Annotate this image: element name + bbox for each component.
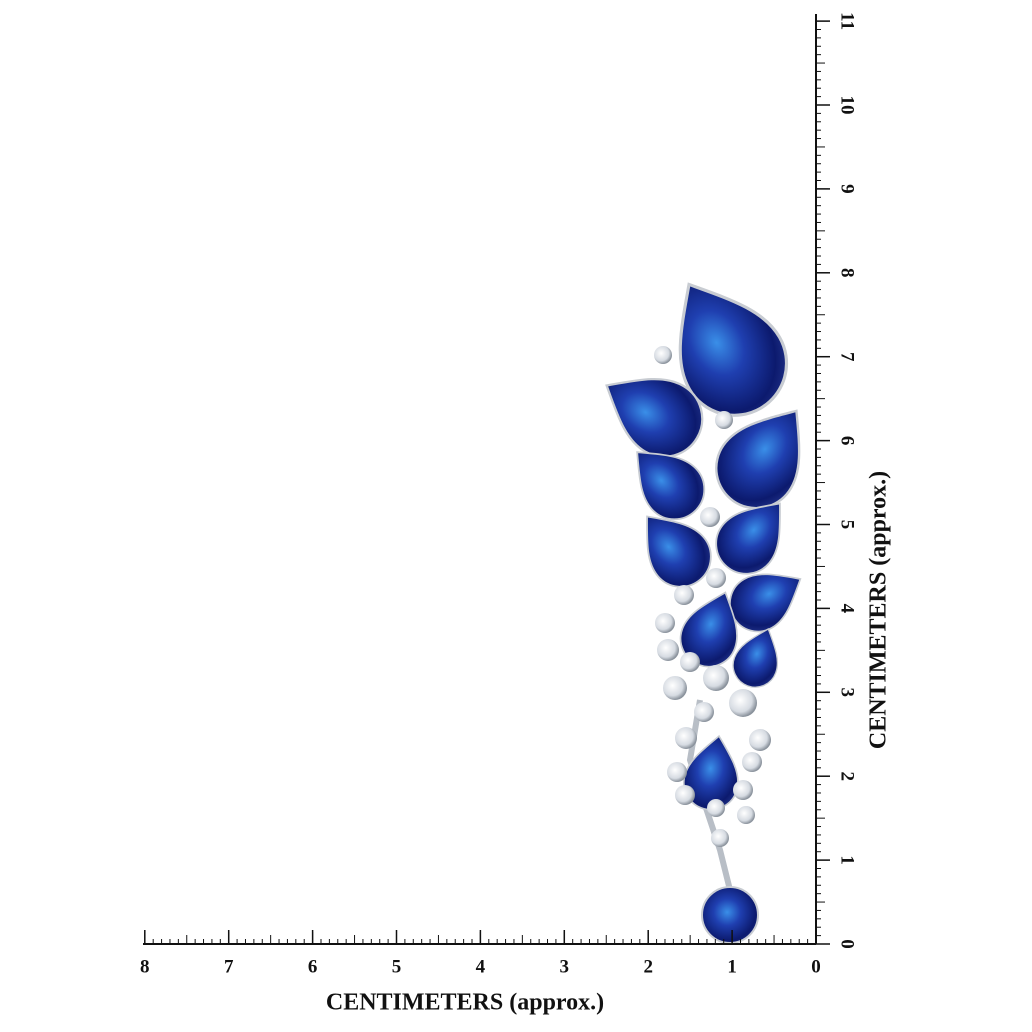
clear-crystals — [654, 346, 771, 847]
blue-stone — [701, 886, 759, 944]
y-tick-label: 7 — [837, 352, 858, 362]
x-tick-label: 2 — [643, 956, 653, 977]
y-ruler-title: CENTIMETERS (approx.) — [866, 471, 892, 749]
x-tick-label: 7 — [224, 956, 234, 977]
x-tick-label: 3 — [560, 956, 570, 977]
y-tick-label: 0 — [837, 939, 858, 949]
x-tick-label: 8 — [140, 956, 150, 977]
y-tick-label: 6 — [837, 436, 858, 446]
y-tick-label: 10 — [837, 96, 858, 115]
x-tick-label: 5 — [392, 956, 402, 977]
y-tick-label: 4 — [837, 604, 858, 614]
x-tick-label: 4 — [476, 956, 486, 977]
y-tick-label: 1 — [837, 855, 858, 865]
y-tick-label: 5 — [837, 520, 858, 530]
y-tick-label: 9 — [837, 184, 858, 194]
y-tick-label: 8 — [837, 268, 858, 278]
x-ruler-title: CENTIMETERS (approx.) — [326, 990, 604, 1016]
y-tick-label: 3 — [837, 688, 858, 698]
x-tick-label: 0 — [811, 956, 821, 977]
x-tick-label: 1 — [727, 956, 737, 977]
x-tick-label: 6 — [308, 956, 318, 977]
y-tick-label: 2 — [837, 771, 858, 781]
earring — [586, 256, 831, 944]
y-tick-label: 11 — [837, 12, 858, 30]
